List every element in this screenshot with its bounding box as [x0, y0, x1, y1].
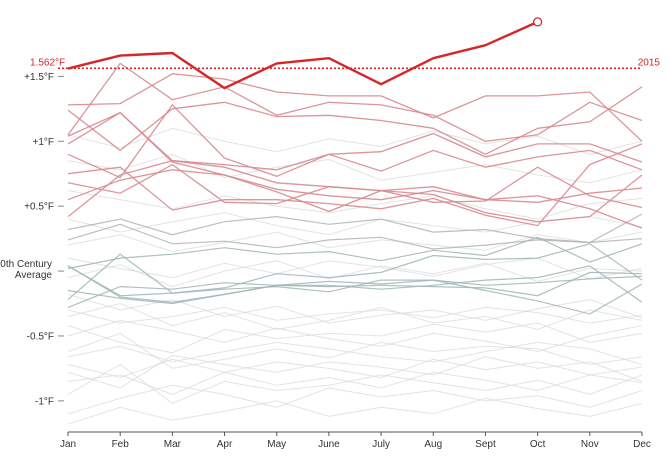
- highlight-series-line: [67, 20, 539, 90]
- y-tick-label-line-1: Average: [15, 270, 53, 281]
- gray-series-line-4: [67, 265, 643, 297]
- highlight-series-layer: [67, 17, 543, 90]
- reference-line-end-label: 2015: [638, 57, 661, 68]
- x-tick-label-3: Apr: [217, 439, 233, 450]
- axis-layer: Jan Feb Mar Apr May June July Aug Sept Oct Nov Dec +…: [0, 72, 651, 450]
- y-tick-label-line-0: 20th Century: [0, 259, 52, 270]
- red-series-line-6: [67, 160, 643, 218]
- light-series-line-10: [67, 341, 643, 365]
- light-series-line-16: [67, 302, 643, 331]
- gray-series-line-1: [67, 223, 643, 250]
- gray-series-line-5: [67, 279, 643, 315]
- gray-series-line-6: [67, 271, 643, 308]
- light-series-layer: [67, 127, 643, 425]
- x-tick-label-6: July: [372, 439, 390, 450]
- red-series-line-2: [67, 73, 643, 142]
- light-series-line-2: [67, 354, 643, 389]
- gray-series-line-3: [67, 243, 643, 301]
- red-series-line-0: [67, 86, 643, 156]
- x-tick-label-0: Jan: [60, 439, 76, 450]
- light-series-line-17: [67, 212, 643, 236]
- y-tick-label-4: -0.5°F: [27, 331, 54, 342]
- x-tick-label-2: Mar: [164, 439, 182, 450]
- light-series-line-6: [67, 319, 643, 353]
- light-series-line-19: [67, 358, 643, 379]
- red-series-line-4: [67, 103, 643, 179]
- light-series-line-15: [67, 397, 643, 425]
- red-series-line-9: [67, 111, 643, 213]
- x-tick-label-8: Sept: [475, 439, 496, 450]
- x-tick-label-11: Dec: [633, 439, 651, 450]
- x-tick-label-7: Aug: [424, 439, 442, 450]
- light-series-line-11: [67, 371, 643, 395]
- y-tick-label-5: -1°F: [35, 396, 54, 407]
- red-series-line-3: [67, 111, 643, 171]
- red-series-layer: [67, 62, 643, 229]
- y-tick-label-1: +1°F: [32, 137, 54, 148]
- light-series-line-8: [67, 257, 643, 280]
- gray-series-line-2: [67, 236, 643, 270]
- light-series-line-14: [67, 127, 643, 155]
- gray-series-line-7: [67, 265, 643, 303]
- highlight-end-marker: [532, 17, 543, 27]
- light-series-line-18: [67, 260, 643, 288]
- light-series-line-12: [67, 190, 643, 220]
- x-tick-label-5: June: [318, 439, 340, 450]
- red-series-line-8: [67, 169, 643, 229]
- light-series-line-3: [67, 363, 643, 404]
- x-tick-label-1: Feb: [112, 439, 130, 450]
- light-series-line-7: [67, 384, 643, 415]
- y-tick-label-2: +0.5°F: [24, 202, 54, 213]
- light-series-line-4: [67, 306, 643, 324]
- y-tick-label-0: +1.5°F: [24, 72, 54, 83]
- red-series-line-1: [67, 62, 643, 142]
- red-series-line-7: [67, 143, 643, 227]
- y-tick-label-3: 20th Century Average: [0, 259, 52, 281]
- gray-series-layer: [67, 213, 643, 315]
- reference-line-label: 1.562°F: [30, 57, 65, 68]
- light-series-line-9: [67, 231, 643, 253]
- light-series-line-1: [67, 332, 643, 369]
- x-tick-label-10: Nov: [581, 439, 599, 450]
- x-tick-label-9: Oct: [530, 439, 546, 450]
- light-series-line-13: [67, 153, 643, 184]
- gray-series-line-0: [67, 213, 643, 244]
- x-tick-label-4: May: [267, 439, 286, 450]
